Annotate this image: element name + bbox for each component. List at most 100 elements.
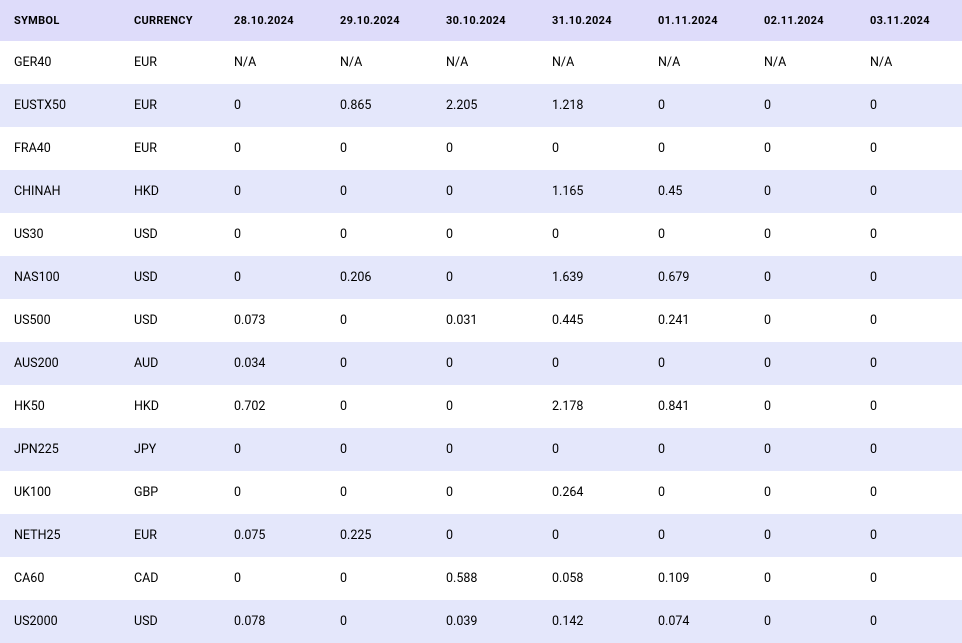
cell-value: N/A (538, 41, 644, 84)
cell-value: 0 (220, 557, 326, 600)
cell-value: 0 (326, 385, 432, 428)
cell-value: N/A (326, 41, 432, 84)
cell-value: 0 (432, 256, 538, 299)
cell-value: 0 (432, 127, 538, 170)
cell-value: 0 (644, 127, 750, 170)
cell-value: 0 (750, 127, 856, 170)
cell-value: 0 (750, 471, 856, 514)
cell-value: 0 (856, 84, 962, 127)
cell-value: 0 (326, 600, 432, 643)
cell-value: 0 (644, 213, 750, 256)
cell-currency: USD (120, 299, 220, 342)
cell-value: 0 (220, 170, 326, 213)
cell-value: 0 (432, 385, 538, 428)
table-row: US500USD0.07300.0310.4450.24100 (0, 299, 962, 342)
cell-currency: HKD (120, 170, 220, 213)
cell-value: 0 (432, 213, 538, 256)
cell-value: 0 (326, 299, 432, 342)
cell-value: 0 (644, 428, 750, 471)
cell-value: 0 (750, 84, 856, 127)
cell-symbol: US500 (0, 299, 120, 342)
table-row: US30USD0000000 (0, 213, 962, 256)
col-header-date-2[interactable]: 30.10.2024 (432, 0, 538, 41)
cell-value: 0 (856, 170, 962, 213)
cell-value: 0 (644, 342, 750, 385)
cell-value: 0 (750, 514, 856, 557)
cell-value: 1.218 (538, 84, 644, 127)
col-header-currency[interactable]: CURRENCY (120, 0, 220, 41)
cell-value: 0 (644, 84, 750, 127)
table-header: SYMBOL CURRENCY 28.10.2024 29.10.2024 30… (0, 0, 962, 41)
table-body: GER40EURN/AN/AN/AN/AN/AN/AN/AEUSTX50EUR0… (0, 41, 962, 643)
cell-value: 0 (326, 213, 432, 256)
cell-value: 0.45 (644, 170, 750, 213)
cell-symbol: CHINAH (0, 170, 120, 213)
cell-value: 0 (220, 256, 326, 299)
rates-table: SYMBOL CURRENCY 28.10.2024 29.10.2024 30… (0, 0, 962, 643)
col-header-date-6[interactable]: 03.11.2024 (856, 0, 962, 41)
table-row: CHINAHHKD0001.1650.4500 (0, 170, 962, 213)
cell-symbol: JPN225 (0, 428, 120, 471)
cell-value: 0 (220, 84, 326, 127)
cell-value: 0 (326, 557, 432, 600)
cell-value: 0.074 (644, 600, 750, 643)
col-header-symbol[interactable]: SYMBOL (0, 0, 120, 41)
cell-value: 0 (750, 299, 856, 342)
cell-value: 0 (432, 342, 538, 385)
col-header-date-5[interactable]: 02.11.2024 (750, 0, 856, 41)
cell-symbol: US2000 (0, 600, 120, 643)
cell-value: 0.702 (220, 385, 326, 428)
cell-currency: EUR (120, 127, 220, 170)
cell-value: 0 (856, 471, 962, 514)
cell-value: N/A (644, 41, 750, 84)
cell-value: 0 (856, 428, 962, 471)
cell-currency: HKD (120, 385, 220, 428)
cell-value: 0 (326, 170, 432, 213)
cell-symbol: NETH25 (0, 514, 120, 557)
cell-value: 0 (432, 514, 538, 557)
cell-currency: CAD (120, 557, 220, 600)
cell-value: 0.225 (326, 514, 432, 557)
cell-value: 0.109 (644, 557, 750, 600)
cell-value: 0 (750, 385, 856, 428)
cell-symbol: NAS100 (0, 256, 120, 299)
cell-value: 0 (750, 342, 856, 385)
table-row: JPN225JPY0000000 (0, 428, 962, 471)
cell-value: 2.178 (538, 385, 644, 428)
cell-symbol: CA60 (0, 557, 120, 600)
cell-value: 0.841 (644, 385, 750, 428)
header-row: SYMBOL CURRENCY 28.10.2024 29.10.2024 30… (0, 0, 962, 41)
cell-value: 0 (856, 385, 962, 428)
cell-currency: GBP (120, 471, 220, 514)
table-row: CA60CAD000.5880.0580.10900 (0, 557, 962, 600)
cell-currency: USD (120, 256, 220, 299)
cell-value: N/A (432, 41, 538, 84)
table-row: EUSTX50EUR00.8652.2051.218000 (0, 84, 962, 127)
cell-currency: EUR (120, 41, 220, 84)
cell-symbol: GER40 (0, 41, 120, 84)
col-header-date-4[interactable]: 01.11.2024 (644, 0, 750, 41)
cell-value: 0.445 (538, 299, 644, 342)
col-header-date-3[interactable]: 31.10.2024 (538, 0, 644, 41)
cell-value: 0 (750, 428, 856, 471)
col-header-date-1[interactable]: 29.10.2024 (326, 0, 432, 41)
cell-value: 0 (220, 428, 326, 471)
cell-value: 0 (856, 557, 962, 600)
cell-currency: USD (120, 600, 220, 643)
cell-value: 0 (326, 428, 432, 471)
cell-value: 0.078 (220, 600, 326, 643)
cell-value: 0.034 (220, 342, 326, 385)
cell-value: 0 (432, 428, 538, 471)
cell-value: 0 (538, 213, 644, 256)
cell-value: 0.031 (432, 299, 538, 342)
cell-value: 0 (856, 342, 962, 385)
cell-value: 0 (326, 127, 432, 170)
cell-currency: EUR (120, 514, 220, 557)
col-header-date-0[interactable]: 28.10.2024 (220, 0, 326, 41)
table-row: NAS100USD00.20601.6390.67900 (0, 256, 962, 299)
cell-value: 0.679 (644, 256, 750, 299)
cell-currency: JPY (120, 428, 220, 471)
table-row: HK50HKD0.702002.1780.84100 (0, 385, 962, 428)
cell-value: 0 (644, 514, 750, 557)
cell-value: 0.241 (644, 299, 750, 342)
